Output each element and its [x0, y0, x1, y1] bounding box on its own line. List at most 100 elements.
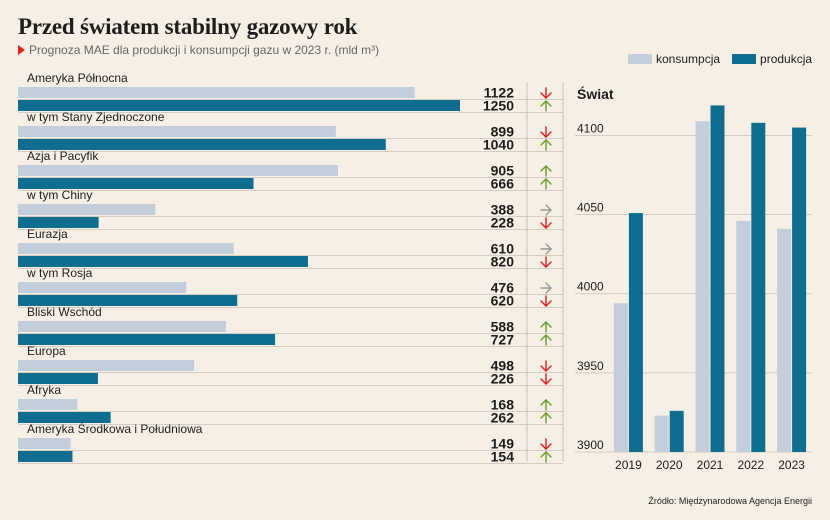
world-chart-title: Świat	[577, 86, 614, 102]
legend-label-production: produkcja	[760, 52, 813, 66]
bar-production	[628, 213, 643, 452]
region-label: w tym Stany Zjednoczone	[26, 110, 165, 124]
y-tick-label: 4100	[577, 121, 604, 135]
chart-title: Przed światem stabilny gazowy rok	[18, 14, 358, 39]
trend-down-icon	[540, 360, 552, 372]
region-label: Azja i Pacyfik	[27, 149, 99, 163]
triangle-icon	[18, 45, 25, 55]
bar-consumption	[654, 415, 669, 452]
bar-consumption	[695, 121, 710, 453]
trend-down-icon	[540, 373, 552, 385]
region-label: Eurazja	[27, 227, 68, 241]
value-label-production: 620	[491, 293, 515, 309]
y-tick-label: 4050	[577, 201, 604, 215]
value-label-production: 154	[491, 449, 515, 465]
region-label: Ameryka Środkowa i Południowa	[27, 421, 203, 436]
bar-production	[18, 295, 238, 306]
value-label-consumption: 149	[491, 436, 515, 452]
x-tick-label: 2021	[697, 458, 724, 472]
bar-consumption	[18, 126, 336, 137]
bar-production	[18, 373, 98, 384]
legend-item-production: produkcja	[732, 52, 812, 66]
region-label: w tym Rosja	[26, 266, 93, 280]
x-tick-label: 2022	[737, 458, 764, 472]
source-note: Źródło: Międzynarodowa Agencja Energii	[648, 496, 812, 506]
value-label-production: 1250	[483, 98, 514, 114]
value-label-production: 262	[491, 410, 515, 426]
value-label-consumption: 476	[491, 280, 515, 296]
legend-swatch-production	[732, 54, 757, 64]
bar-consumption	[777, 228, 792, 452]
region-label: Ameryka Północna	[27, 71, 128, 85]
trend-up-icon	[540, 321, 552, 333]
trend-down-icon	[540, 217, 552, 229]
value-label-production: 666	[491, 176, 515, 192]
bar-production	[18, 100, 460, 111]
bar-consumption	[18, 165, 339, 176]
value-label-production: 1040	[483, 137, 514, 153]
bar-production	[18, 217, 99, 228]
region-label: Afryka	[27, 383, 61, 397]
value-label-consumption: 1122	[484, 85, 515, 101]
value-label-consumption: 168	[491, 397, 515, 413]
trend-up-icon	[540, 178, 552, 190]
region-label: w tym Chiny	[26, 188, 92, 202]
value-label-consumption: 610	[491, 241, 515, 257]
legend-label-consumption: konsumpcja	[656, 52, 721, 66]
bar-production	[18, 451, 73, 462]
bar-consumption	[18, 399, 78, 410]
bar-consumption	[18, 282, 187, 293]
trend-up-icon	[540, 100, 552, 112]
value-label-production: 727	[491, 332, 515, 348]
value-label-production: 820	[491, 254, 515, 270]
bar-production	[18, 334, 276, 345]
value-label-production: 228	[491, 215, 515, 231]
bar-production	[751, 122, 766, 453]
legend-item-consumption: konsumpcja	[628, 52, 720, 66]
legend-swatch-consumption	[628, 54, 652, 64]
bar-production	[710, 105, 725, 453]
trend-up-icon	[540, 412, 552, 424]
value-label-production: 226	[491, 371, 515, 387]
bar-consumption	[18, 243, 234, 254]
region-label: Europa	[27, 344, 66, 358]
trend-flat-icon	[540, 204, 552, 216]
chart-subtitle: Prognoza MAE dla produkcji i konsumpcji …	[18, 43, 379, 57]
bar-consumption	[736, 220, 751, 452]
trend-down-icon	[540, 87, 552, 99]
subtitle-text: Prognoza MAE dla produkcji i konsumpcji …	[29, 43, 380, 57]
y-tick-label: 4000	[577, 280, 604, 294]
trend-down-icon	[540, 256, 552, 268]
bar-production	[18, 139, 386, 150]
value-label-consumption: 588	[491, 319, 515, 335]
trend-up-icon	[540, 399, 552, 411]
x-tick-label: 2020	[656, 458, 683, 472]
y-tick-label: 3950	[577, 359, 604, 373]
trend-up-icon	[540, 451, 552, 463]
trend-flat-icon	[540, 282, 552, 294]
bar-production	[18, 256, 308, 267]
value-label-consumption: 388	[491, 202, 515, 218]
trend-flat-icon	[540, 243, 552, 255]
legend: konsumpcja produkcja	[628, 52, 824, 66]
value-label-consumption: 905	[491, 163, 515, 179]
bar-consumption	[613, 303, 628, 452]
x-tick-label: 2019	[615, 458, 642, 472]
bar-consumption	[18, 204, 156, 215]
trend-down-icon	[540, 295, 552, 307]
x-tick-label: 2023	[778, 458, 805, 472]
bar-production	[669, 410, 684, 452]
bar-production	[792, 127, 807, 452]
value-label-consumption: 899	[491, 124, 515, 140]
y-tick-label: 3900	[577, 438, 604, 452]
bar-production	[18, 178, 254, 189]
trend-up-icon	[540, 165, 552, 177]
trend-up-icon	[540, 334, 552, 346]
value-label-consumption: 498	[491, 358, 515, 374]
trend-down-icon	[540, 438, 552, 450]
region-label: Bliski Wschód	[27, 305, 102, 319]
trend-down-icon	[540, 126, 552, 138]
trend-up-icon	[540, 139, 552, 151]
